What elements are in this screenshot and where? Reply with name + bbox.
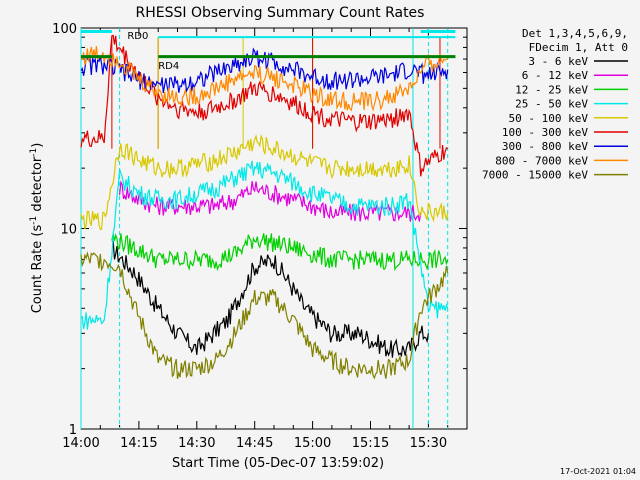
legend-header-1: Det 1,3,4,5,6,9, bbox=[522, 27, 628, 40]
y-tick-label: 100 bbox=[52, 22, 77, 37]
series-line-4 bbox=[80, 133, 449, 231]
series-line-8 bbox=[80, 251, 449, 380]
legend-label: 25 - 50 keV bbox=[515, 98, 588, 111]
axis-ticks-group: 14:00 14:15 14:30 14:45 15:00 15:15 15:30 1 10 10… bbox=[52, 22, 468, 451]
x-tick-label: 14:15 bbox=[120, 436, 157, 451]
legend-label: 50 - 100 keV bbox=[509, 112, 589, 125]
legend-label: 300 - 800 keV bbox=[502, 140, 588, 153]
legend-label: 12 - 25 keV bbox=[515, 83, 588, 96]
x-tick-label: 15:15 bbox=[352, 436, 389, 451]
series-line-7 bbox=[80, 46, 448, 112]
x-tick-label: 15:00 bbox=[294, 436, 331, 451]
x-tick-label: 14:30 bbox=[178, 436, 215, 451]
series-group bbox=[80, 34, 449, 380]
legend-label: 7000 - 15000 keV bbox=[482, 169, 588, 182]
legend-label: 800 - 7000 keV bbox=[495, 154, 588, 167]
series-line-0 bbox=[111, 240, 429, 358]
legend-label: 6 - 12 keV bbox=[522, 69, 589, 82]
legend-header-2: FDecim 1, Att 0 bbox=[529, 41, 628, 54]
footer-date: 17-Oct-2021 01:04 bbox=[560, 467, 636, 476]
chart-title: RHESSI Observing Summary Count Rates bbox=[136, 5, 425, 21]
y-axis-label: Count Rate (s-1 detector-1) bbox=[29, 143, 45, 314]
x-tick-label: 14:45 bbox=[236, 436, 273, 451]
x-axis-label: Start Time (05-Dec-07 13:59:02) bbox=[172, 456, 384, 471]
attenuator-bars-group: RD0 RD4 bbox=[81, 30, 456, 72]
y-tick-label: 10 bbox=[60, 223, 77, 238]
rd0-label: RD0 bbox=[127, 31, 148, 42]
legend-label: 100 - 300 keV bbox=[502, 126, 588, 139]
series-line-3 bbox=[80, 160, 449, 330]
series-line-2 bbox=[111, 233, 449, 272]
x-tick-label: 14:00 bbox=[62, 436, 99, 451]
rd4-label: RD4 bbox=[158, 61, 179, 72]
legend-label: 3 - 6 keV bbox=[528, 55, 588, 68]
x-tick-label: 15:30 bbox=[410, 436, 447, 451]
y-tick-label: 1 bbox=[69, 423, 77, 438]
